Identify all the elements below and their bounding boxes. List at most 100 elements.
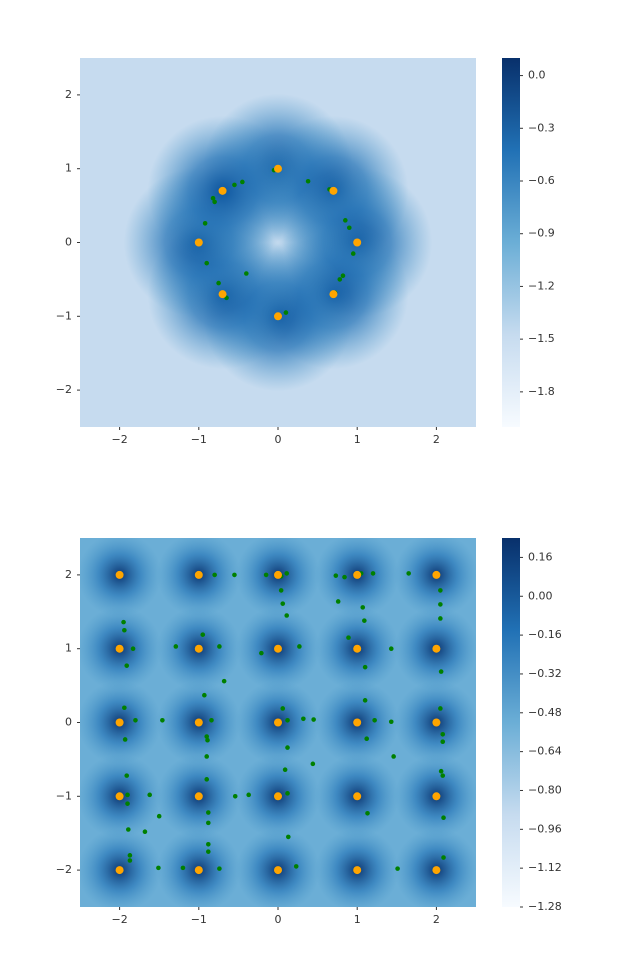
data-point xyxy=(395,866,400,871)
colorbar-tick-label: −0.6 xyxy=(528,174,555,187)
colorbar xyxy=(502,538,520,907)
data-point xyxy=(274,792,282,801)
data-point xyxy=(278,588,284,593)
data-point xyxy=(342,574,347,580)
data-point xyxy=(350,251,356,256)
colorbar-tick-label: −1.2 xyxy=(528,279,555,292)
data-point xyxy=(127,853,133,858)
data-point xyxy=(240,179,245,185)
data-point xyxy=(337,277,343,282)
data-point xyxy=(293,864,299,869)
data-point xyxy=(280,601,286,606)
data-point xyxy=(244,271,249,276)
data-point xyxy=(440,732,446,737)
data-point xyxy=(217,644,222,649)
y-tick-label: −1 xyxy=(56,789,72,802)
data-point xyxy=(246,792,251,798)
data-point xyxy=(333,573,339,578)
data-point xyxy=(441,815,446,821)
data-point xyxy=(438,602,443,607)
data-point xyxy=(160,717,165,723)
y-tick-label: −2 xyxy=(56,863,72,876)
colorbar-tick-label: 0.16 xyxy=(528,550,553,563)
data-point xyxy=(263,572,269,578)
data-point xyxy=(329,290,338,299)
data-point xyxy=(388,719,394,725)
data-point xyxy=(274,866,282,875)
data-point xyxy=(156,813,162,819)
x-tick-label: 0 xyxy=(275,913,282,926)
data-point xyxy=(365,810,370,816)
y-tick-label: 0 xyxy=(65,236,72,249)
data-point xyxy=(301,716,306,722)
data-point xyxy=(283,310,289,315)
y-tick-label: 1 xyxy=(65,162,72,175)
data-point xyxy=(432,718,441,727)
data-point xyxy=(126,827,131,832)
y-tick-label: 2 xyxy=(65,568,72,581)
data-point xyxy=(232,794,238,799)
data-point xyxy=(311,717,316,722)
data-point xyxy=(202,692,207,698)
data-point xyxy=(274,718,282,727)
data-point xyxy=(370,571,376,576)
x-tick-label: 2 xyxy=(433,913,440,926)
colorbar-tick-label: −0.80 xyxy=(528,783,562,796)
data-point xyxy=(360,605,366,610)
data-point xyxy=(346,225,352,231)
data-point xyxy=(206,841,211,847)
data-point xyxy=(216,280,221,286)
colorbar-tick-label: −1.8 xyxy=(528,385,555,398)
data-point xyxy=(204,777,210,782)
data-point xyxy=(200,632,206,637)
colorbar-tick-label: −0.64 xyxy=(528,745,562,758)
data-point xyxy=(438,706,443,711)
data-point xyxy=(122,737,128,742)
data-point xyxy=(305,178,311,184)
data-point xyxy=(194,644,203,653)
data-point xyxy=(432,570,441,579)
data-point xyxy=(329,186,338,195)
data-point xyxy=(115,644,124,653)
data-point xyxy=(285,745,290,750)
colorbar-tick-label: −0.3 xyxy=(528,121,555,134)
data-point xyxy=(156,865,161,871)
data-point xyxy=(280,706,286,711)
data-point xyxy=(115,718,124,727)
data-point xyxy=(297,644,302,649)
data-point xyxy=(432,792,441,801)
data-point xyxy=(173,644,179,649)
data-point xyxy=(121,619,126,625)
data-point xyxy=(194,866,203,875)
data-point xyxy=(353,644,362,653)
data-point xyxy=(353,238,362,247)
data-point xyxy=(284,571,290,576)
data-point xyxy=(206,849,211,854)
data-point xyxy=(127,858,133,863)
contour-field xyxy=(80,538,476,907)
data-point xyxy=(274,570,282,579)
data-point xyxy=(232,182,237,188)
colorbar-tick-label: −0.96 xyxy=(528,822,562,835)
y-tick-label: 0 xyxy=(65,716,72,729)
x-tick-label: 1 xyxy=(354,433,361,446)
data-point xyxy=(204,754,210,759)
data-point xyxy=(206,810,211,815)
colorbar-tick-label: −0.32 xyxy=(528,667,562,680)
colorbar-tick-label: 0.00 xyxy=(528,589,553,602)
data-point xyxy=(346,635,351,640)
data-point xyxy=(285,791,290,796)
data-point xyxy=(362,664,368,670)
data-point xyxy=(391,754,396,759)
data-point xyxy=(125,792,130,798)
colorbar xyxy=(502,58,520,427)
data-point xyxy=(204,734,210,739)
data-point xyxy=(353,570,362,579)
data-point xyxy=(202,221,208,226)
y-tick-label: 2 xyxy=(65,88,72,101)
data-point xyxy=(217,866,222,871)
chart: −2 −1 0 1 2 −2 −1 0 1 2 0.16 0.00 −0.16 −0.32 −0.48 −0.… xyxy=(56,538,562,926)
colorbar-tick-label: −1.12 xyxy=(528,861,562,874)
y-tick-label: −1 xyxy=(56,309,72,322)
